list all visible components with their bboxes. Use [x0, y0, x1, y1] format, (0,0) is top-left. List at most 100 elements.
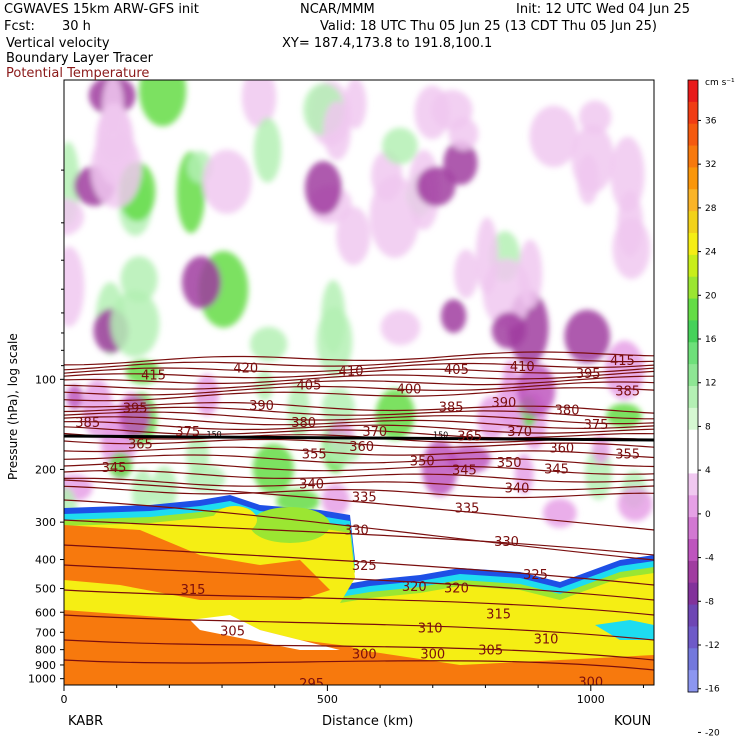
vertical-velocity-cell	[323, 435, 361, 466]
theta-contour	[64, 387, 654, 402]
theta-label: 315	[181, 583, 206, 598]
y-tick-label: 200	[35, 463, 56, 476]
theta-label: 320	[444, 582, 469, 597]
theta-contour	[64, 375, 654, 390]
vertical-velocity-cell	[504, 407, 525, 438]
vertical-velocity-cell	[321, 387, 355, 428]
vertical-velocity-cell	[64, 198, 84, 236]
theta-label: 385	[439, 400, 464, 415]
vertical-velocity-field	[64, 80, 654, 685]
colorbar-swatch	[688, 495, 698, 518]
theta-label: 300	[578, 676, 603, 691]
colorbar-tick-label: 16	[705, 335, 717, 345]
theta-contour	[64, 370, 654, 384]
vertical-velocity-cell	[382, 127, 418, 165]
tracer-layer-orange	[64, 525, 330, 600]
theta-contour	[64, 454, 654, 468]
colorbar-tick-label: -4	[705, 554, 714, 564]
vertical-velocity-cell	[564, 309, 611, 364]
vertical-velocity-cell	[577, 154, 599, 205]
vertical-velocity-cell	[304, 161, 342, 216]
tracer-gap	[190, 615, 340, 650]
vertical-velocity-cell	[336, 206, 371, 265]
theta-label: 380	[291, 416, 316, 431]
vertical-velocity-cell	[578, 100, 612, 135]
vertical-velocity-cell	[414, 85, 450, 140]
theta-label: 415	[141, 368, 166, 383]
colorbar-swatch	[688, 298, 698, 321]
vertical-velocity-cell	[516, 363, 556, 417]
theta-label: 350	[497, 456, 522, 471]
theta-label: 360	[349, 440, 374, 455]
colorbar-swatch	[688, 276, 698, 300]
theta-label: 330	[494, 535, 519, 550]
vertical-velocity-cell	[514, 453, 534, 495]
vertical-velocity-cell	[416, 166, 456, 207]
theta-contour-low	[64, 499, 654, 561]
colorbar-swatch	[688, 211, 698, 234]
vertical-velocity-cell	[448, 117, 479, 151]
theta-label: 340	[299, 478, 324, 493]
colorbar-swatch	[688, 167, 698, 190]
left-endpoint-label: KABR	[68, 714, 104, 729]
y-tick-label: 100	[35, 373, 56, 386]
theta-label: 380	[555, 403, 580, 418]
colorbar-swatch	[688, 189, 698, 212]
colorbar-swatch	[688, 342, 698, 365]
theta-label: 370	[507, 425, 532, 440]
theta-label: 405	[444, 363, 469, 378]
vertical-velocity-cell	[454, 249, 479, 299]
colorbar-tick-label: 24	[705, 248, 717, 258]
theta-label: 370	[362, 425, 387, 440]
colorbar-tick-label: -12	[705, 641, 720, 651]
y-tick-label: 400	[35, 554, 56, 567]
colorbar-swatch	[688, 80, 698, 103]
theta-label: 405	[297, 379, 322, 394]
right-endpoint-label: KOUN	[614, 714, 652, 729]
theta-label: 345	[544, 462, 569, 477]
theta-label: 315	[486, 607, 511, 622]
colorbar-swatch	[688, 233, 698, 256]
colorbar-tick-label: 8	[705, 422, 711, 432]
y-axis-label: Pressure (hPa), log scale	[6, 333, 20, 480]
theta-contour	[64, 446, 654, 459]
colorbar-swatch	[688, 582, 698, 606]
model-title: CGWAVES 15km ARW-GFS init	[4, 2, 199, 17]
tracer-plume	[213, 506, 257, 534]
colorbar-tick-label: 12	[705, 379, 716, 389]
y-tick-label: 500	[35, 583, 56, 596]
x-tick-label: 1000	[577, 693, 605, 706]
vertical-velocity-cell	[612, 217, 651, 280]
colorbar-swatch	[688, 670, 698, 693]
theta-contour	[64, 362, 654, 374]
vertical-velocity-cell	[344, 80, 367, 129]
theta-label: 345	[102, 461, 127, 476]
vertical-velocity-cell	[151, 466, 178, 513]
colorbar-swatch	[688, 626, 698, 649]
colorbar-swatch	[688, 320, 698, 343]
theta-contour-low	[64, 659, 654, 671]
field-label-boundary-layer-tracer: Boundary Layer Tracer	[6, 51, 153, 66]
theta-label: 400	[397, 382, 422, 397]
tropopause-label: 150	[433, 431, 448, 440]
theta-label: 320	[402, 580, 427, 595]
colorbar-swatch	[688, 473, 698, 496]
theta-label: 375	[175, 425, 200, 440]
colorbar-tick-label: -8	[705, 597, 714, 607]
colorbar-swatch	[688, 648, 698, 671]
vertical-velocity-cell	[591, 435, 610, 464]
theta-label: 345	[452, 464, 477, 479]
vertical-velocity-cell	[66, 384, 83, 410]
theta-label: 390	[491, 396, 516, 411]
vertical-velocity-cell	[518, 239, 543, 309]
y-tick-label: 1000	[28, 673, 56, 686]
theta-label: 305	[220, 624, 245, 639]
theta-contour-low	[64, 614, 654, 641]
colorbar-tick-label: -16	[705, 685, 720, 695]
theta-label: 325	[523, 568, 548, 583]
theta-label: 410	[339, 364, 364, 379]
y-tick-label: 300	[35, 516, 56, 529]
theta-label: 355	[615, 447, 640, 462]
potential-temperature-contours: 415 420 410 405 410 415 405 400 395 390 385 390 395 3…	[64, 351, 654, 691]
